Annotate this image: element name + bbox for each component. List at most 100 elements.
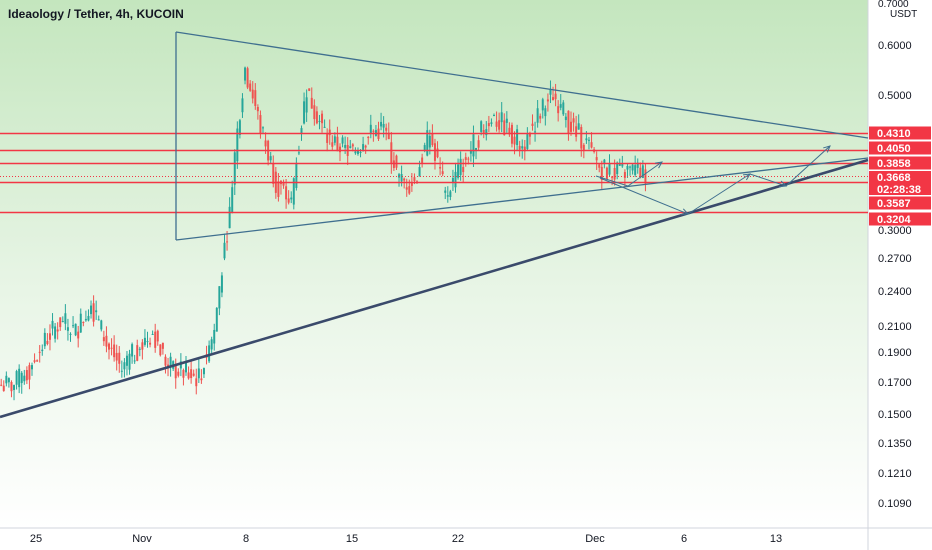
candle-body <box>505 118 508 123</box>
candle-body <box>125 355 128 366</box>
candle-body <box>192 373 195 376</box>
candle-body <box>503 120 506 136</box>
price-tag <box>869 141 931 155</box>
projection-path[interactable] <box>595 161 663 187</box>
candle-body <box>156 330 159 342</box>
price-tick-label: 0.1900 <box>878 347 912 359</box>
candle-body <box>133 360 136 362</box>
candle-body <box>123 362 126 370</box>
candle-body <box>577 123 580 130</box>
candle-body <box>490 122 493 124</box>
candle-body <box>398 174 401 178</box>
candle-body <box>498 120 501 130</box>
candle-body <box>46 340 49 344</box>
candle-body <box>218 286 221 309</box>
candle-body <box>436 148 439 158</box>
candle-body <box>213 329 216 344</box>
price-tick-label: 0.7000 <box>878 0 909 10</box>
candle-body <box>523 146 526 152</box>
trendline[interactable] <box>0 158 869 419</box>
candle-body <box>102 337 105 342</box>
candle-body <box>84 318 87 321</box>
candle-body <box>208 345 211 362</box>
trendlines-layer <box>0 31 869 419</box>
candle-body <box>570 121 572 132</box>
price-tag <box>869 183 931 195</box>
candle-body <box>215 307 218 332</box>
candle-body <box>43 332 46 347</box>
candle-body <box>167 364 170 367</box>
candle-body <box>462 166 465 173</box>
candle-body <box>603 159 606 164</box>
candle-body <box>513 136 516 145</box>
candle-body <box>226 241 229 243</box>
trendline[interactable] <box>175 31 869 139</box>
candle-body <box>74 323 77 336</box>
candle-body <box>143 337 146 345</box>
chart-title: Ideaology / Tether, 4h, KUCOIN <box>8 6 184 21</box>
candle-body <box>467 158 470 160</box>
candle-body <box>28 365 31 380</box>
candle-body <box>256 106 259 112</box>
candle-body <box>300 128 303 134</box>
candle-body <box>223 242 226 259</box>
candle-body <box>459 158 462 175</box>
chart-title-text: Ideaology / Tether, 4h, KUCOIN <box>8 6 184 21</box>
candle-body <box>616 162 619 175</box>
candle-body <box>287 198 290 203</box>
candle-body <box>441 171 444 175</box>
price-axis: 0.6000 0.5000 0.3000 0.2700 0.2400 0.2100 0.19… <box>878 0 917 510</box>
candle-body <box>105 335 108 347</box>
candle-body <box>621 163 624 167</box>
time-tick-label: 22 <box>452 533 464 545</box>
candle-body <box>31 365 33 370</box>
candle-body <box>451 177 454 184</box>
candle-body <box>41 349 44 352</box>
price-tag-label: 0.3587 <box>877 198 911 210</box>
candle-body <box>120 370 123 372</box>
price-tick-label: 0.1350 <box>878 438 912 450</box>
candle-body <box>554 93 557 100</box>
candle-body <box>449 191 452 197</box>
candle-body <box>108 343 110 350</box>
candle-body <box>349 146 352 149</box>
candle-body <box>277 181 280 197</box>
price-tag <box>869 156 931 170</box>
candle-body <box>328 129 331 136</box>
candle-body <box>544 108 547 117</box>
candle-body <box>177 371 180 376</box>
candle-body <box>115 352 118 361</box>
candle-body <box>408 186 411 194</box>
candle-body <box>128 353 131 370</box>
candle-body <box>413 177 416 181</box>
candle-body <box>433 143 436 161</box>
candle-body <box>238 120 241 135</box>
candle-body <box>0 384 3 386</box>
candle-body <box>228 206 231 229</box>
candle-body <box>362 144 365 150</box>
candle-body <box>97 319 100 321</box>
candle-body <box>187 372 190 379</box>
candle-body <box>482 129 485 133</box>
candle-body <box>56 329 59 332</box>
candle-body <box>611 176 614 178</box>
candle-body <box>423 145 426 151</box>
candle-body <box>636 162 639 168</box>
candle-body <box>64 313 67 324</box>
trendline[interactable] <box>175 157 869 241</box>
candle-body <box>549 88 552 95</box>
candle-body <box>575 126 578 137</box>
price-tick-label: 0.5000 <box>878 90 912 102</box>
candle-body <box>82 322 85 324</box>
candle-body <box>151 333 154 335</box>
candle-body <box>295 162 298 188</box>
candle-body <box>333 136 336 143</box>
candle-body <box>439 167 442 169</box>
candle-body <box>626 165 629 170</box>
candle-body <box>341 137 344 144</box>
candle-body <box>562 102 565 115</box>
candle-body <box>210 339 213 350</box>
candle-body <box>77 331 80 339</box>
candle-body <box>195 378 198 387</box>
